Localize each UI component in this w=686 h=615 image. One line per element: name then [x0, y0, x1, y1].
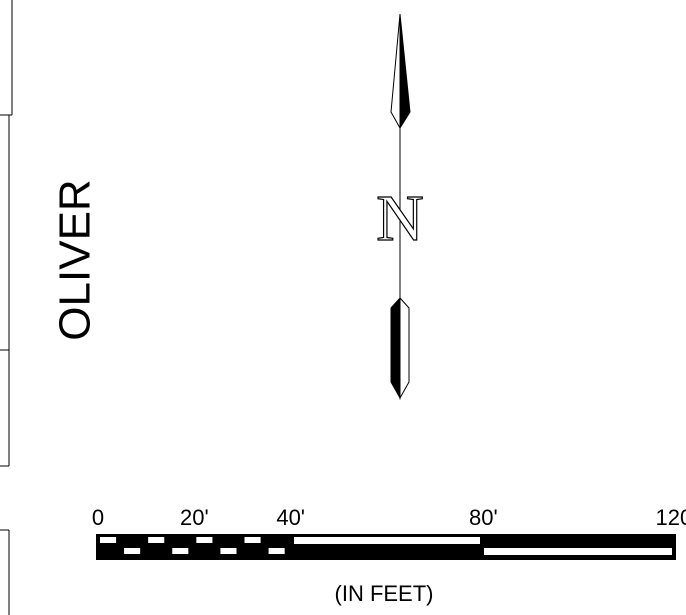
north-arrow-head-black	[399, 13, 411, 130]
scale-unit-label: (IN FEET)	[335, 581, 434, 606]
north-arrow: N	[376, 13, 424, 400]
scale-bar-segment-80-120	[484, 548, 672, 555]
north-letter: N	[376, 182, 424, 255]
scale-tick-label: 80'	[469, 505, 498, 530]
scale-checker-cell	[220, 548, 237, 554]
scale-checker-cell	[148, 537, 165, 543]
scale-tick-label: 120'	[656, 505, 686, 530]
north-arrow-head-white	[390, 13, 401, 130]
scale-checker-cell	[268, 548, 285, 554]
scale-tick-label: 40'	[276, 505, 305, 530]
scale-tick-label: 0	[92, 505, 104, 530]
scale-checker-cell	[196, 537, 213, 543]
scale-tick-label: 20'	[180, 505, 209, 530]
scale-bar-checker	[100, 537, 285, 554]
street-name-label: OLIVER	[51, 179, 100, 340]
scale-bar-segment-40-80	[294, 537, 480, 544]
parcel-lines	[0, 0, 13, 615]
scale-checker-cell	[244, 537, 261, 543]
scale-checker-cell	[100, 537, 117, 543]
north-arrow-tail-black	[390, 296, 401, 400]
scale-bar	[96, 534, 676, 560]
scale-checker-cell	[172, 548, 189, 554]
north-arrow-tail-white	[399, 296, 410, 400]
scale-checker-cell	[124, 548, 141, 554]
